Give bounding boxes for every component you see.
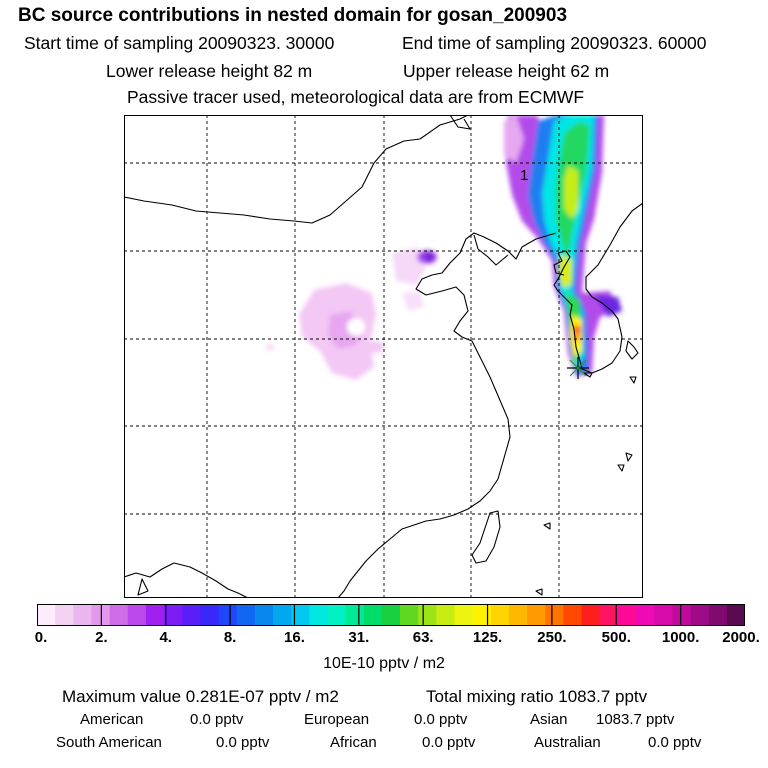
colorbar-cell (654, 604, 673, 626)
colorbar-cell (73, 604, 93, 626)
start-time-text: Start time of sampling 20090323. 30000 (24, 33, 335, 53)
max-value-text: Maximum value 0.281E-07 pptv / m2 (62, 687, 339, 706)
colorbar-cell (436, 604, 456, 626)
contour-label: 1 (520, 167, 528, 184)
australian-label: Australian (534, 734, 601, 751)
colorbar-cell (472, 604, 492, 626)
asian-value: 1083.7 pptv (596, 711, 675, 728)
colorbar-cell (327, 604, 347, 626)
australian-value: 0.0 pptv (648, 734, 702, 751)
south-american-label: South American (56, 734, 162, 751)
colorbar-cell (182, 604, 201, 626)
colorbar-cell (291, 604, 310, 626)
colorbar-tick-label: 63. (412, 629, 434, 646)
colorbar-cell (363, 604, 383, 626)
american-label: American (80, 711, 144, 728)
colorbar-cell (309, 604, 329, 626)
colorbar-tick-label: 500. (601, 629, 631, 646)
colorbar-cell (617, 604, 637, 626)
colorbar-cell (545, 604, 565, 626)
total-mixing-text: Total mixing ratio 1083.7 pptv (426, 687, 648, 706)
european-value: 0.0 pptv (414, 711, 468, 728)
colorbar-cell (527, 604, 546, 626)
colorbar-cell (164, 604, 183, 626)
colorbar-tick-label: 1000. (661, 629, 700, 646)
colorbar-cell (490, 604, 510, 626)
end-time-text: End time of sampling 20090323. 60000 (402, 33, 707, 53)
colorbar-cell (418, 604, 437, 626)
colorbar-tick-label: 16. (284, 629, 305, 646)
colorbar-cell (381, 604, 401, 626)
source-contribution-map: 1 (124, 115, 643, 598)
colorbar-cell (672, 604, 692, 626)
african-value: 0.0 pptv (422, 734, 476, 751)
asian-label: Asian (530, 711, 568, 728)
colorbar-tick-label: 250. (537, 629, 567, 646)
american-value: 0.0 pptv (190, 711, 244, 728)
colorbar-tick-label: 125. (472, 629, 503, 646)
european-label: European (304, 711, 370, 728)
colorbar-tick-label: 8. (223, 629, 237, 646)
colorbar-cell (563, 604, 583, 626)
colorbar-cell (400, 604, 419, 626)
colorbar-cell (37, 604, 56, 626)
colorbar-cell (636, 604, 655, 626)
african-label: African (330, 734, 377, 751)
colorbar-cell (708, 604, 728, 626)
lower-release-text: Lower release height 82 m (106, 61, 313, 81)
colorbar-cell (581, 604, 601, 626)
plume-field-inland (266, 247, 437, 380)
colorbar-cell (145, 604, 165, 626)
colorbar-cell (55, 604, 74, 626)
colorbar-cell (690, 604, 710, 626)
tracer-info-text: Passive tracer used, meteorological data… (127, 87, 585, 107)
colorbar-tick-label: 4. (159, 629, 172, 646)
colorbar-cell (254, 604, 274, 626)
lat-lon-grid (124, 115, 643, 598)
colorbar-cell (454, 604, 474, 626)
figure-title: BC source contributions in nested domain… (18, 5, 568, 26)
upper-release-text: Upper release height 62 m (403, 61, 610, 81)
colorbar (37, 604, 745, 626)
colorbar-cell (218, 604, 238, 626)
colorbar-cell (127, 604, 147, 626)
colorbar-cell (273, 604, 292, 626)
colorbar-cell (200, 604, 220, 626)
colorbar-cell (599, 604, 619, 626)
south-american-value: 0.0 pptv (216, 734, 270, 751)
colorbar-cell (236, 604, 256, 626)
colorbar-tick-label: 2000. (722, 629, 760, 646)
receptor-star-icon (567, 357, 589, 379)
colorbar-tick-label: 0. (34, 629, 48, 646)
plume-field-corridor (504, 115, 622, 377)
colorbar-cell (345, 604, 365, 626)
colorbar-cell (509, 604, 528, 626)
colorbar-tick-label: 31. (348, 629, 370, 646)
colorbar-unit: 10E-10 pptv / m2 (323, 655, 445, 672)
coastlines (124, 115, 643, 598)
colorbar-tick-label: 2. (95, 629, 108, 646)
colorbar-cell (109, 604, 129, 626)
colorbar-cell (726, 604, 745, 626)
